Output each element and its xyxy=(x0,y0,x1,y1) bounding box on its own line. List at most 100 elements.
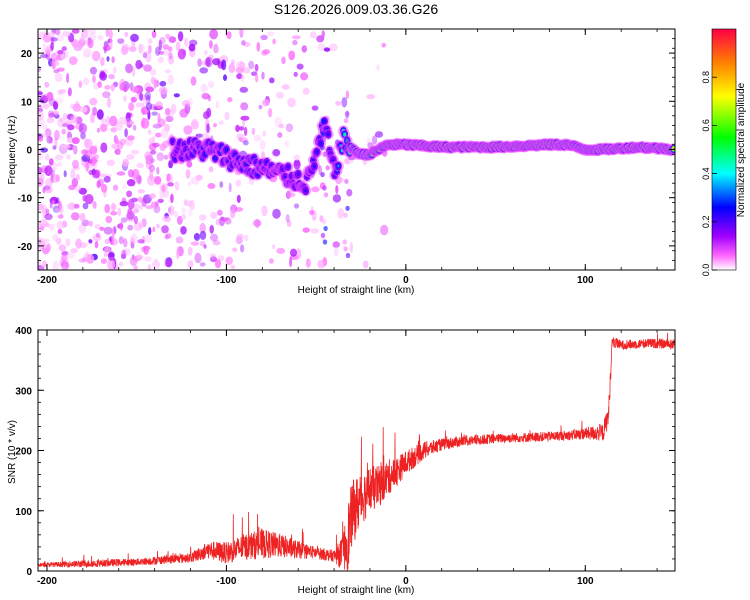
spectrogram-speckle-dot xyxy=(104,238,110,245)
spectrogram-speckle-dot xyxy=(230,209,236,219)
spectrogram-speckle-dot xyxy=(140,246,146,253)
spectrogram-speckle-dot xyxy=(38,91,43,96)
spectrogram-speckle-dot xyxy=(212,240,221,246)
spectrogram-speckle-dot xyxy=(167,182,175,187)
spectrogram-speckle-dot xyxy=(45,128,52,139)
spectrogram-streak-cell xyxy=(345,252,351,259)
spectrogram-speckle-dot xyxy=(267,108,273,118)
spectrogram-speckle-dot xyxy=(224,111,230,121)
spectrogram-streak-cell xyxy=(342,145,347,151)
spectrogram-speckle-dot xyxy=(166,173,171,182)
spectrogram-speckle-dot xyxy=(145,159,153,170)
snr-series-line xyxy=(38,332,675,571)
spectrogram-speckle-dot xyxy=(44,81,50,88)
spectrogram-speckle-dot xyxy=(43,243,47,249)
spectrogram-speckle-dot xyxy=(104,84,111,90)
x-tick-label: 0 xyxy=(403,576,409,587)
spectrogram-speckle-dot xyxy=(256,41,261,52)
spectrogram-speckle-dot xyxy=(127,208,133,215)
spectrogram-speckle-dot xyxy=(183,125,193,135)
spectrogram-speckle-dot xyxy=(83,252,89,262)
spectrogram-speckle-dot xyxy=(133,216,138,224)
spectrogram-speckle-dot xyxy=(110,127,117,133)
spectrogram-speckle-dot xyxy=(335,101,342,106)
spectrogram-speckle-dot xyxy=(210,253,216,260)
spectrogram-speckle-dot xyxy=(231,59,235,65)
spectrogram-speckle-dot xyxy=(57,67,65,72)
spectrogram-speckle-dot xyxy=(46,243,51,253)
spectrogram-speckle-dot xyxy=(76,42,84,49)
spectrogram-speckle-dot xyxy=(187,209,193,217)
spectrogram-streak-cell xyxy=(343,118,349,124)
spectrogram-speckle-dot xyxy=(106,56,110,62)
spectrogram-speckle-dot xyxy=(174,181,180,191)
spectrogram-speckle-dot xyxy=(137,43,145,52)
colorbar-tick-label: 0.0 xyxy=(701,264,711,277)
spectrogram-speckle-dot xyxy=(253,134,262,142)
spectrogram-speckle-dot xyxy=(157,56,165,64)
spectrogram-speckle-dot xyxy=(61,128,66,135)
spectrogram-speckle-dot xyxy=(289,256,293,268)
spectrogram-speckle-dot xyxy=(66,252,76,259)
spectrogram-speckle-dot xyxy=(44,46,52,54)
spectrogram-speckle-dot xyxy=(345,90,349,100)
spectrogram-speckle-dot xyxy=(142,52,148,59)
spectrogram-speckle-dot xyxy=(100,173,107,178)
spectrogram-speckle-dot xyxy=(82,256,87,262)
spectrogram-speckle-dot xyxy=(61,144,71,149)
spectrogram-speckle-dot xyxy=(272,208,281,219)
spectrogram-speckle-dot xyxy=(154,258,158,264)
spectrogram-speckle-dot xyxy=(54,72,63,82)
spectrogram-speckle-dot xyxy=(128,102,135,111)
spectrogram-speckle-dot xyxy=(284,140,290,148)
snr-panel: -200 -100 0 100 0 100 200 300 400 Height of stra… xyxy=(7,326,676,596)
spectrogram-speckle-dot xyxy=(278,123,284,129)
spectrogram-ridge-cell xyxy=(214,157,217,160)
spectrogram-speckle-dot xyxy=(38,136,43,142)
spectrogram-speckle-dot xyxy=(349,242,353,253)
spectrogram-speckle-dot xyxy=(159,80,167,87)
spectrogram-speckle-dot xyxy=(154,176,162,185)
spectrogram-ridge-cell xyxy=(337,165,340,167)
spectrogram-speckle-dot xyxy=(70,248,78,254)
spectrogram-speckle-dot xyxy=(147,38,153,44)
spectrogram-speckle-dot xyxy=(380,224,389,236)
spectrogram-speckle-dot xyxy=(262,130,267,137)
spectrogram-speckle-dot xyxy=(47,110,55,119)
spectrogram-speckle-dot xyxy=(184,200,194,207)
colorbar: 0.0 0.2 0.4 0.6 0.8 Normalized spectral ampl… xyxy=(701,28,747,277)
spectrogram-speckle-dot xyxy=(158,39,163,51)
spectrogram-speckle-dot xyxy=(136,254,144,260)
spectrogram-speckle-dot xyxy=(168,36,177,43)
spectrogram-speckle-dot xyxy=(262,99,270,107)
spectrogram-speckle-dot xyxy=(119,201,129,207)
spectrogram-speckle-dot xyxy=(165,261,172,268)
spectrogram-speckle-dot xyxy=(68,56,78,65)
colorbar-tick-label: 0.4 xyxy=(701,167,711,180)
spectrogram-speckle-dot xyxy=(126,179,136,187)
spectrogram-speckle-dot xyxy=(60,54,66,60)
spectrogram-streak-cell xyxy=(344,158,349,164)
y-tick-label: 20 xyxy=(21,49,33,60)
spectrogram-speckle-dot xyxy=(89,66,98,75)
spectrogram-speckle-dot xyxy=(121,184,128,190)
spectrogram-speckle-dot xyxy=(92,75,96,84)
spectrogram-speckle-dot xyxy=(182,100,191,107)
spectrogram-speckle-dot xyxy=(165,33,171,40)
spectrogram-speckle-dot xyxy=(55,154,64,161)
spectrogram-speckle-dot xyxy=(240,74,245,82)
spectrogram-speckle-dot xyxy=(228,63,236,74)
spectrogram-speckle-dot xyxy=(71,177,79,188)
spectrogram-speckle-dot xyxy=(206,123,210,134)
spectrogram-speckle-dot xyxy=(105,215,113,224)
spectrogram-speckle-dot xyxy=(38,152,44,161)
spectrogram-streak-cell xyxy=(321,219,327,225)
spectrogram-streak-cell xyxy=(321,131,326,137)
spectrogram-speckle-dot xyxy=(54,61,60,66)
spectrogram-speckle-dot xyxy=(103,252,108,257)
spectrogram-speckle-dot xyxy=(94,224,101,229)
spectrogram-speckle-dot xyxy=(83,77,90,86)
spectrogram-speckle-dot xyxy=(290,248,297,257)
spectrogram-speckle-dot xyxy=(145,102,153,111)
spectrogram-speckle-dot xyxy=(42,103,50,109)
